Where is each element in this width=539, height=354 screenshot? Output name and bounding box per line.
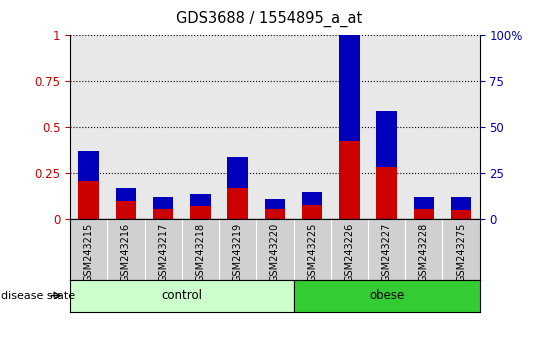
Bar: [116, 188, 136, 219]
Bar: [451, 198, 471, 219]
Text: disease state: disease state: [1, 291, 75, 301]
Bar: [376, 111, 397, 167]
Bar: [339, 35, 360, 141]
Text: obese: obese: [369, 289, 404, 302]
Bar: [227, 157, 248, 219]
Bar: [302, 192, 322, 205]
Bar: [339, 35, 360, 219]
Text: GSM243228: GSM243228: [419, 222, 429, 282]
Bar: [413, 198, 434, 209]
Text: GSM243216: GSM243216: [121, 222, 131, 282]
Bar: [79, 152, 99, 219]
Bar: [265, 199, 285, 219]
Text: GSM243226: GSM243226: [344, 222, 354, 282]
Bar: [413, 198, 434, 219]
Text: GSM243275: GSM243275: [456, 222, 466, 282]
Text: GSM243218: GSM243218: [196, 222, 205, 282]
Bar: [190, 194, 211, 206]
Bar: [116, 188, 136, 201]
Text: GSM243215: GSM243215: [84, 222, 94, 282]
Bar: [376, 111, 397, 219]
Bar: [302, 192, 322, 219]
Bar: [190, 194, 211, 219]
Bar: [153, 198, 174, 219]
Text: GSM243227: GSM243227: [382, 222, 392, 282]
Text: GSM243220: GSM243220: [270, 222, 280, 282]
Bar: [79, 152, 99, 181]
Bar: [153, 198, 174, 209]
Bar: [265, 199, 285, 209]
Bar: [227, 157, 248, 188]
Text: GSM243225: GSM243225: [307, 222, 317, 282]
Bar: [451, 198, 471, 210]
Text: GSM243217: GSM243217: [158, 222, 168, 282]
Text: control: control: [161, 289, 202, 302]
Text: GSM243219: GSM243219: [233, 222, 243, 282]
Text: GDS3688 / 1554895_a_at: GDS3688 / 1554895_a_at: [176, 11, 363, 27]
